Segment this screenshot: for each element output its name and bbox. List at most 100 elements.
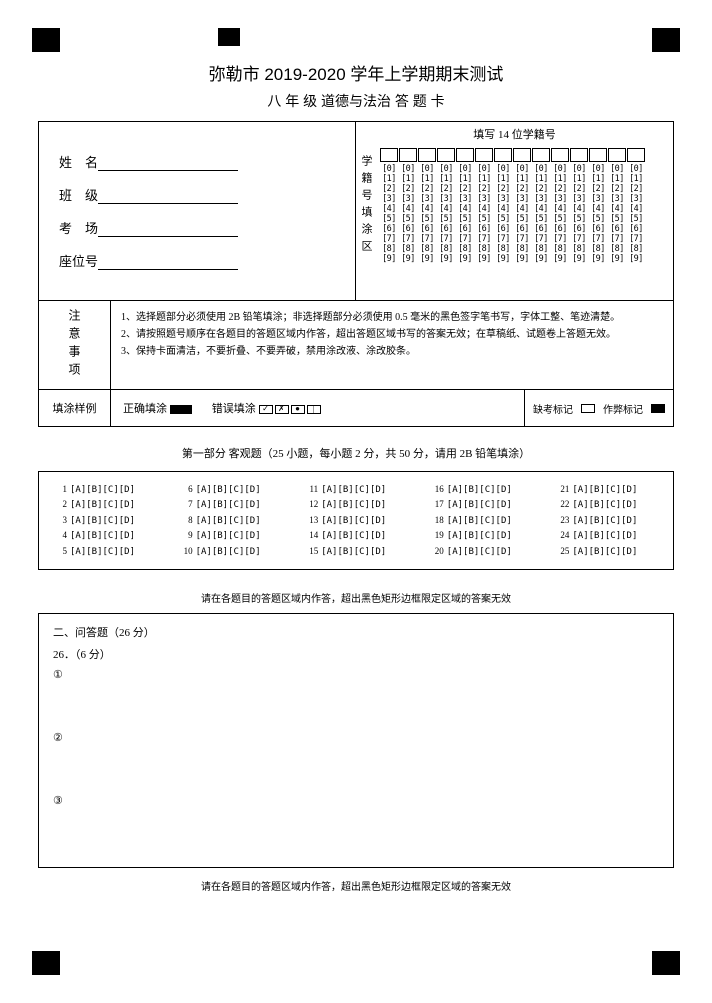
id-digit-box[interactable] (513, 148, 531, 162)
id-bubble[interactable]: [4] (513, 204, 531, 214)
id-bubble[interactable]: [9] (627, 254, 645, 264)
id-bubble[interactable]: [8] (437, 244, 455, 254)
id-bubble[interactable]: [0] (456, 164, 474, 174)
id-bubble[interactable]: [2] (551, 184, 569, 194)
id-bubble[interactable]: [1] (570, 174, 588, 184)
cheat-checkbox[interactable] (651, 404, 665, 413)
id-bubble[interactable]: [6] (437, 224, 455, 234)
essay-sub[interactable]: ① (53, 668, 659, 681)
id-bubble[interactable]: [2] (532, 184, 550, 194)
mcq-row[interactable]: 7[A][B][C][D] (177, 497, 285, 512)
id-bubble[interactable]: [4] (475, 204, 493, 214)
id-bubble[interactable]: [7] (456, 234, 474, 244)
id-bubble[interactable]: [4] (608, 204, 626, 214)
id-digit-box[interactable] (589, 148, 607, 162)
id-bubble[interactable]: [0] (437, 164, 455, 174)
id-bubble[interactable]: [1] (513, 174, 531, 184)
id-bubble[interactable]: [0] (380, 164, 398, 174)
id-bubble[interactable]: [1] (627, 174, 645, 184)
mcq-row[interactable]: 9[A][B][C][D] (177, 528, 285, 543)
id-bubble[interactable]: [3] (418, 194, 436, 204)
id-bubble[interactable]: [6] (475, 224, 493, 234)
id-bubble[interactable]: [0] (608, 164, 626, 174)
id-bubble[interactable]: [7] (608, 234, 626, 244)
id-bubble[interactable]: [0] (494, 164, 512, 174)
id-digit-box[interactable] (418, 148, 436, 162)
id-bubble[interactable]: [7] (513, 234, 531, 244)
mcq-row[interactable]: 10[A][B][C][D] (177, 544, 285, 559)
mcq-row[interactable]: 23[A][B][C][D] (553, 513, 661, 528)
id-bubble[interactable]: [5] (551, 214, 569, 224)
id-bubble[interactable]: [0] (627, 164, 645, 174)
id-digit-box[interactable] (399, 148, 417, 162)
id-bubble[interactable]: [3] (399, 194, 417, 204)
id-bubble[interactable]: [8] (627, 244, 645, 254)
mcq-row[interactable]: 4[A][B][C][D] (51, 528, 159, 543)
id-bubble[interactable]: [2] (456, 184, 474, 194)
id-bubble[interactable]: [9] (399, 254, 417, 264)
id-bubble[interactable]: [9] (475, 254, 493, 264)
id-bubble[interactable]: [4] (437, 204, 455, 214)
id-bubble[interactable]: [6] (456, 224, 474, 234)
id-bubble[interactable]: [2] (589, 184, 607, 194)
absent-checkbox[interactable] (581, 404, 595, 413)
id-bubble[interactable]: [8] (513, 244, 531, 254)
id-bubble[interactable]: [6] (513, 224, 531, 234)
id-bubble[interactable]: [7] (418, 234, 436, 244)
id-bubble[interactable]: [9] (494, 254, 512, 264)
mcq-row[interactable]: 19[A][B][C][D] (428, 528, 536, 543)
id-digit-box[interactable] (475, 148, 493, 162)
id-bubble[interactable]: [4] (532, 204, 550, 214)
id-digit-box[interactable] (456, 148, 474, 162)
id-bubble[interactable]: [5] (532, 214, 550, 224)
id-bubble[interactable]: [5] (399, 214, 417, 224)
id-bubble[interactable]: [7] (494, 234, 512, 244)
mcq-row[interactable]: 5[A][B][C][D] (51, 544, 159, 559)
id-bubble[interactable]: [1] (418, 174, 436, 184)
id-bubble[interactable]: [6] (494, 224, 512, 234)
id-bubble[interactable]: [3] (494, 194, 512, 204)
mcq-row[interactable]: 15[A][B][C][D] (302, 544, 410, 559)
mcq-row[interactable]: 21[A][B][C][D] (553, 482, 661, 497)
id-bubble[interactable]: [1] (475, 174, 493, 184)
id-bubble[interactable]: [2] (399, 184, 417, 194)
id-bubble[interactable]: [1] (551, 174, 569, 184)
id-bubble[interactable]: [3] (608, 194, 626, 204)
id-bubble[interactable]: [7] (437, 234, 455, 244)
id-bubble[interactable]: [6] (608, 224, 626, 234)
id-bubble[interactable]: [8] (551, 244, 569, 254)
mcq-row[interactable]: 24[A][B][C][D] (553, 528, 661, 543)
seat-field[interactable] (98, 269, 238, 270)
id-bubble[interactable]: [5] (475, 214, 493, 224)
id-digit-box[interactable] (551, 148, 569, 162)
id-bubble[interactable]: [6] (627, 224, 645, 234)
id-bubble[interactable]: [7] (627, 234, 645, 244)
id-bubble[interactable]: [9] (551, 254, 569, 264)
id-bubble[interactable]: [5] (608, 214, 626, 224)
mcq-row[interactable]: 20[A][B][C][D] (428, 544, 536, 559)
id-bubble[interactable]: [8] (456, 244, 474, 254)
id-bubble[interactable]: [3] (551, 194, 569, 204)
id-bubble[interactable]: [3] (627, 194, 645, 204)
id-bubble[interactable]: [4] (551, 204, 569, 214)
id-bubble[interactable]: [4] (589, 204, 607, 214)
id-bubble[interactable]: [5] (627, 214, 645, 224)
id-bubble[interactable]: [5] (380, 214, 398, 224)
id-bubble[interactable]: [0] (399, 164, 417, 174)
id-bubble[interactable]: [8] (475, 244, 493, 254)
id-bubble[interactable]: [3] (589, 194, 607, 204)
essay-sub[interactable]: ② (53, 731, 659, 744)
id-bubble[interactable]: [4] (627, 204, 645, 214)
id-bubble[interactable]: [3] (513, 194, 531, 204)
id-bubble[interactable]: [7] (589, 234, 607, 244)
id-bubble[interactable]: [2] (418, 184, 436, 194)
id-bubble[interactable]: [6] (570, 224, 588, 234)
id-bubble[interactable]: [7] (399, 234, 417, 244)
id-bubble[interactable]: [1] (494, 174, 512, 184)
id-bubble[interactable]: [4] (456, 204, 474, 214)
id-bubble[interactable]: [9] (380, 254, 398, 264)
id-digit-box[interactable] (570, 148, 588, 162)
id-bubble[interactable]: [0] (551, 164, 569, 174)
id-bubble[interactable]: [5] (513, 214, 531, 224)
id-bubble[interactable]: [8] (608, 244, 626, 254)
